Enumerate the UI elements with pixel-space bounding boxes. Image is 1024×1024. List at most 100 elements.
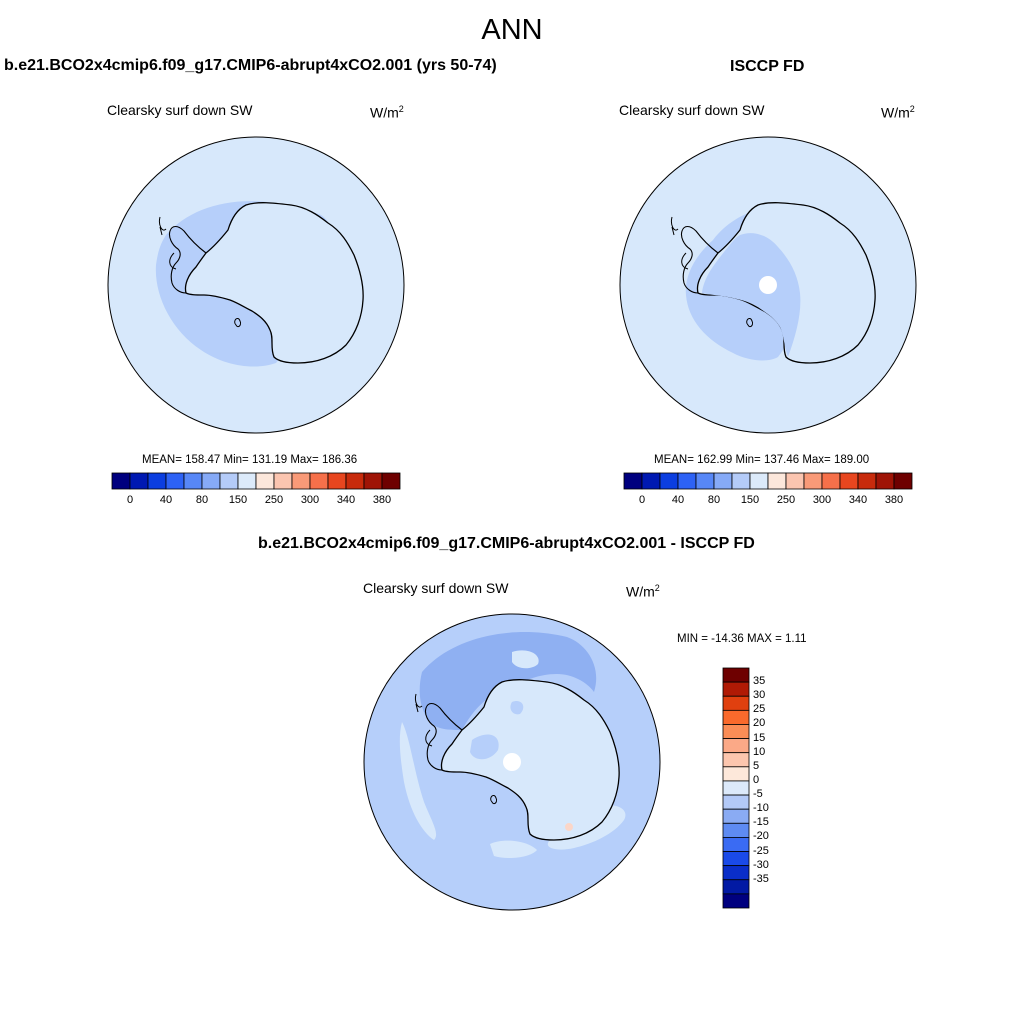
colorbar-tick-label: 300 <box>812 494 832 506</box>
colorbar-swatch <box>291 472 311 490</box>
colorbar-swatch <box>309 472 329 490</box>
colorbar-swatch <box>722 709 750 725</box>
colorbar-tick-label: 340 <box>336 494 356 506</box>
panel2-interior-band <box>702 233 801 357</box>
colorbar-tick-label: -20 <box>753 830 769 843</box>
colorbar-swatch <box>722 851 750 867</box>
panel3-light-patch-d <box>490 840 537 858</box>
panel3-polar-map <box>363 613 661 911</box>
colorbar-tick-label: 35 <box>753 675 766 688</box>
colorbar-swatch <box>129 472 149 490</box>
panel2-title: ISCCP FD <box>730 58 805 75</box>
colorbar-swatch <box>857 472 877 490</box>
panel2-units: W/m2 <box>881 104 915 121</box>
panel2-stats: MEAN= 162.99 Min= 137.46 Max= 189.00 <box>654 454 870 466</box>
panel1-antarctica <box>184 202 364 364</box>
colorbar-tick-label: 150 <box>740 494 760 506</box>
panel3-interior-patch-b <box>510 701 524 715</box>
colorbar-swatch <box>381 472 401 490</box>
colorbar-swatch <box>722 695 750 711</box>
colorbar-swatch <box>722 893 750 909</box>
colorbar-tick-label: -15 <box>753 816 769 829</box>
colorbar-swatch <box>722 724 750 739</box>
colorbar-swatch <box>237 472 257 490</box>
panel1-variable-label: Clearsky surf down SW <box>107 102 253 118</box>
colorbar-swatch <box>722 837 750 852</box>
colorbar-swatch <box>147 472 167 490</box>
colorbar-tick-label: 300 <box>300 494 320 506</box>
panel3-title: b.e21.BCO2x4cmip6.f09_g17.CMIP6-abrupt4x… <box>258 535 755 552</box>
colorbar-swatch <box>722 865 750 881</box>
figure-title: ANN <box>481 14 543 46</box>
colorbar-swatch <box>201 472 221 490</box>
colorbar-swatch <box>803 472 823 490</box>
colorbar-tick-label: 380 <box>884 494 904 506</box>
colorbar-swatch <box>327 472 347 490</box>
colorbar-swatch <box>273 472 293 490</box>
colorbar-tick-label: 80 <box>707 494 721 506</box>
panel2-colorbar <box>623 472 913 490</box>
panel3-ice-shelf <box>415 693 433 747</box>
colorbar-tick-label: -25 <box>753 844 769 857</box>
panel1-stats: MEAN= 158.47 Min= 131.19 Max= 186.36 <box>142 454 358 466</box>
colorbar-swatch <box>722 822 750 838</box>
colorbar-swatch <box>363 472 383 490</box>
panel1-island <box>234 318 241 328</box>
colorbar-swatch <box>111 472 131 490</box>
colorbar-swatch <box>722 738 750 754</box>
colorbar-tick-label: -5 <box>753 788 763 801</box>
colorbar-swatch <box>749 472 769 490</box>
panel3-pole-hole <box>503 753 521 771</box>
colorbar-swatch <box>839 472 859 490</box>
colorbar-swatch <box>875 472 895 490</box>
colorbar-swatch <box>722 879 750 895</box>
colorbar-swatch <box>731 472 751 490</box>
colorbar-swatch <box>345 472 365 490</box>
colorbar-tick-label: 380 <box>372 494 392 506</box>
panel3-variable-label: Clearsky surf down SW <box>363 580 509 596</box>
colorbar-swatch <box>659 472 679 490</box>
panel2-polar-map <box>619 136 917 434</box>
colorbar-tick-label: 80 <box>195 494 209 506</box>
colorbar-tick-label: -30 <box>753 858 769 871</box>
colorbar-tick-label: 10 <box>753 745 766 758</box>
colorbar-swatch <box>722 794 750 810</box>
panel3-colorbar <box>722 667 750 909</box>
panel3-antarctica <box>440 679 620 841</box>
colorbar-swatch <box>713 472 733 490</box>
colorbar-swatch <box>821 472 841 490</box>
panel2-ice-shelf <box>671 216 689 270</box>
colorbar-swatch <box>255 472 275 490</box>
colorbar-swatch <box>641 472 661 490</box>
colorbar-swatch <box>623 472 643 490</box>
panel1-colorbar <box>111 472 401 490</box>
colorbar-tick-label: 0 <box>753 773 760 786</box>
colorbar-swatch <box>722 752 750 768</box>
colorbar-tick-label: 25 <box>753 703 766 716</box>
colorbar-swatch <box>893 472 913 490</box>
colorbar-swatch <box>183 472 203 490</box>
panel3-light-patch-a <box>512 650 539 669</box>
colorbar-tick-label: 20 <box>753 717 766 730</box>
colorbar-tick-label: -35 <box>753 872 769 885</box>
colorbar-swatch <box>767 472 787 490</box>
panel3-units: W/m2 <box>626 583 660 600</box>
colorbar-tick-label: -10 <box>753 802 769 815</box>
panel1-units: W/m2 <box>370 104 404 121</box>
colorbar-swatch <box>722 681 750 697</box>
colorbar-tick-label: 15 <box>753 731 766 744</box>
colorbar-tick-label: 0 <box>638 494 646 506</box>
colorbar-tick-label: 250 <box>776 494 796 506</box>
panel3-light-patch-b <box>399 722 437 840</box>
panel3-positive-spot <box>565 823 573 831</box>
colorbar-swatch <box>677 472 697 490</box>
panel3-peninsula <box>424 702 463 771</box>
panel3-interior-patch-a <box>470 734 499 760</box>
panel3-island <box>490 795 497 805</box>
panel1-polar-map <box>107 136 405 434</box>
panel1-peninsula <box>168 225 207 294</box>
panel2-island <box>746 318 753 328</box>
colorbar-tick-label: 150 <box>228 494 248 506</box>
panel2-variable-label: Clearsky surf down SW <box>619 102 765 118</box>
colorbar-swatch <box>785 472 805 490</box>
